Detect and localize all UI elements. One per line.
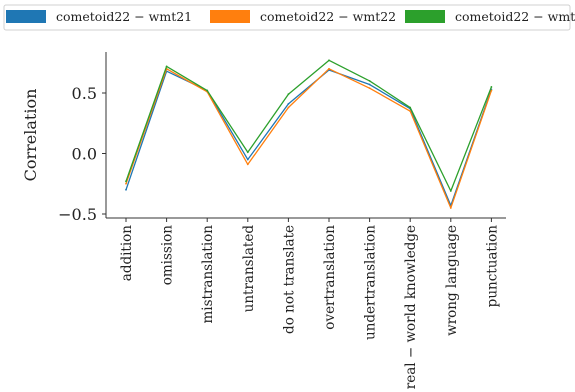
y-axis-title: Correlation bbox=[21, 89, 40, 182]
x-tick-label: undertranslation bbox=[363, 225, 379, 340]
series-line-3 bbox=[125, 59, 493, 192]
y-ticks: 0.5 0.0 −0.5 bbox=[58, 84, 106, 224]
y-tick-label: 0.0 bbox=[72, 145, 97, 164]
data-point bbox=[125, 188, 127, 191]
series-line-1 bbox=[125, 69, 493, 207]
data-point bbox=[287, 93, 290, 96]
x-tick-label: do not translate bbox=[281, 225, 297, 334]
legend-label: cometoid22 − wmt22 bbox=[260, 9, 396, 24]
data-point bbox=[368, 80, 371, 82]
x-tick-label: overtranslation bbox=[322, 225, 338, 330]
x-ticks: addition omission mistranslation untranslat… bbox=[119, 218, 500, 389]
data-point bbox=[165, 65, 168, 68]
x-tick-label: wrong language bbox=[444, 225, 460, 336]
data-point bbox=[490, 89, 493, 92]
data-point bbox=[206, 89, 209, 92]
data-point bbox=[287, 106, 290, 109]
data-point bbox=[125, 182, 127, 185]
legend-swatch bbox=[210, 10, 250, 23]
data-point bbox=[409, 110, 412, 113]
data-point bbox=[449, 207, 452, 209]
x-tick-label: real − world knowledge bbox=[403, 225, 419, 389]
legend-label: cometoid22 − wmt21 bbox=[56, 9, 192, 24]
legend: cometoid22 − wmt21 cometoid22 − wmt22 come… bbox=[3, 4, 575, 31]
y-tick-label: −0.5 bbox=[58, 205, 97, 224]
legend-swatch bbox=[6, 10, 46, 23]
data-point bbox=[368, 87, 371, 90]
legend-label: cometoid22 − wmt23 bbox=[455, 9, 575, 24]
x-tick-label: omission bbox=[160, 225, 176, 286]
series-line-2 bbox=[125, 68, 493, 209]
data-point bbox=[246, 163, 249, 166]
legend-swatch bbox=[405, 10, 445, 23]
data-point bbox=[125, 180, 127, 183]
data-point bbox=[409, 106, 412, 109]
data-point bbox=[368, 83, 371, 86]
data-point bbox=[328, 59, 330, 62]
x-tick-label: untranslated bbox=[241, 225, 257, 313]
axes bbox=[105, 52, 506, 219]
data-point bbox=[246, 158, 249, 161]
x-tick-label: punctuation bbox=[484, 225, 500, 308]
data-point bbox=[246, 151, 249, 154]
x-tick-label: mistranslation bbox=[200, 225, 216, 324]
data-point bbox=[328, 67, 330, 70]
data-point bbox=[449, 190, 452, 192]
series-lines bbox=[125, 59, 493, 209]
data-point bbox=[490, 86, 493, 88]
data-point bbox=[287, 102, 290, 105]
x-tick-label: addition bbox=[119, 225, 135, 282]
y-tick-label: 0.5 bbox=[72, 84, 97, 103]
